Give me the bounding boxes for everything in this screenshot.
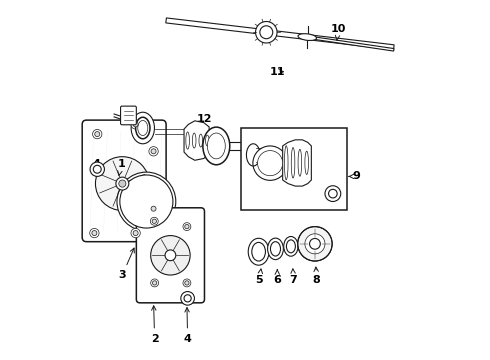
Bar (242, 128, 347, 211)
Circle shape (116, 177, 129, 190)
Text: 7: 7 (290, 269, 297, 285)
Ellipse shape (131, 112, 154, 144)
Circle shape (185, 225, 189, 229)
Circle shape (149, 147, 158, 156)
Circle shape (298, 226, 332, 261)
Ellipse shape (287, 240, 295, 253)
Text: 9: 9 (349, 171, 360, 181)
Circle shape (96, 157, 149, 211)
Ellipse shape (298, 34, 317, 40)
Circle shape (150, 217, 158, 225)
Circle shape (93, 165, 101, 173)
Text: 6: 6 (273, 270, 281, 285)
Circle shape (151, 206, 156, 211)
Circle shape (183, 279, 191, 287)
FancyBboxPatch shape (136, 208, 204, 303)
Ellipse shape (207, 133, 225, 159)
Text: 3: 3 (119, 248, 134, 280)
Ellipse shape (270, 242, 280, 256)
Circle shape (119, 180, 126, 187)
Circle shape (90, 162, 104, 176)
Circle shape (184, 295, 191, 302)
Ellipse shape (248, 238, 269, 265)
Polygon shape (283, 140, 311, 186)
Circle shape (329, 189, 337, 198)
FancyBboxPatch shape (82, 120, 166, 242)
Circle shape (260, 26, 273, 39)
Ellipse shape (268, 238, 283, 260)
Polygon shape (184, 121, 209, 160)
Ellipse shape (284, 237, 298, 256)
Text: 12: 12 (197, 114, 213, 131)
Circle shape (149, 204, 158, 213)
Polygon shape (307, 36, 394, 51)
Circle shape (151, 279, 159, 287)
Text: 2: 2 (151, 306, 158, 343)
Circle shape (92, 230, 97, 235)
Circle shape (253, 146, 287, 180)
Circle shape (185, 281, 189, 285)
Polygon shape (166, 18, 394, 50)
Circle shape (310, 238, 320, 249)
Circle shape (93, 130, 102, 139)
Circle shape (133, 230, 138, 235)
Circle shape (258, 150, 283, 176)
Circle shape (165, 250, 176, 261)
Circle shape (256, 22, 277, 43)
Text: 8: 8 (313, 267, 320, 285)
Circle shape (151, 235, 190, 275)
Circle shape (152, 281, 157, 285)
Circle shape (133, 122, 138, 127)
Ellipse shape (252, 242, 266, 261)
Circle shape (183, 223, 191, 230)
Text: 5: 5 (255, 269, 263, 285)
Circle shape (305, 234, 325, 254)
Circle shape (131, 120, 140, 129)
Circle shape (131, 228, 140, 238)
Circle shape (181, 292, 195, 305)
Text: 10: 10 (331, 24, 346, 40)
FancyBboxPatch shape (121, 106, 136, 125)
Circle shape (90, 228, 99, 238)
Circle shape (117, 172, 176, 231)
Circle shape (120, 175, 173, 228)
Text: 4: 4 (184, 307, 192, 343)
Text: 4: 4 (92, 159, 100, 176)
Text: 11: 11 (270, 67, 285, 77)
Circle shape (95, 132, 100, 136)
Circle shape (151, 149, 156, 154)
Circle shape (152, 219, 156, 224)
Circle shape (325, 186, 341, 202)
Text: 1: 1 (118, 159, 125, 175)
Ellipse shape (136, 117, 150, 139)
Ellipse shape (203, 127, 230, 165)
